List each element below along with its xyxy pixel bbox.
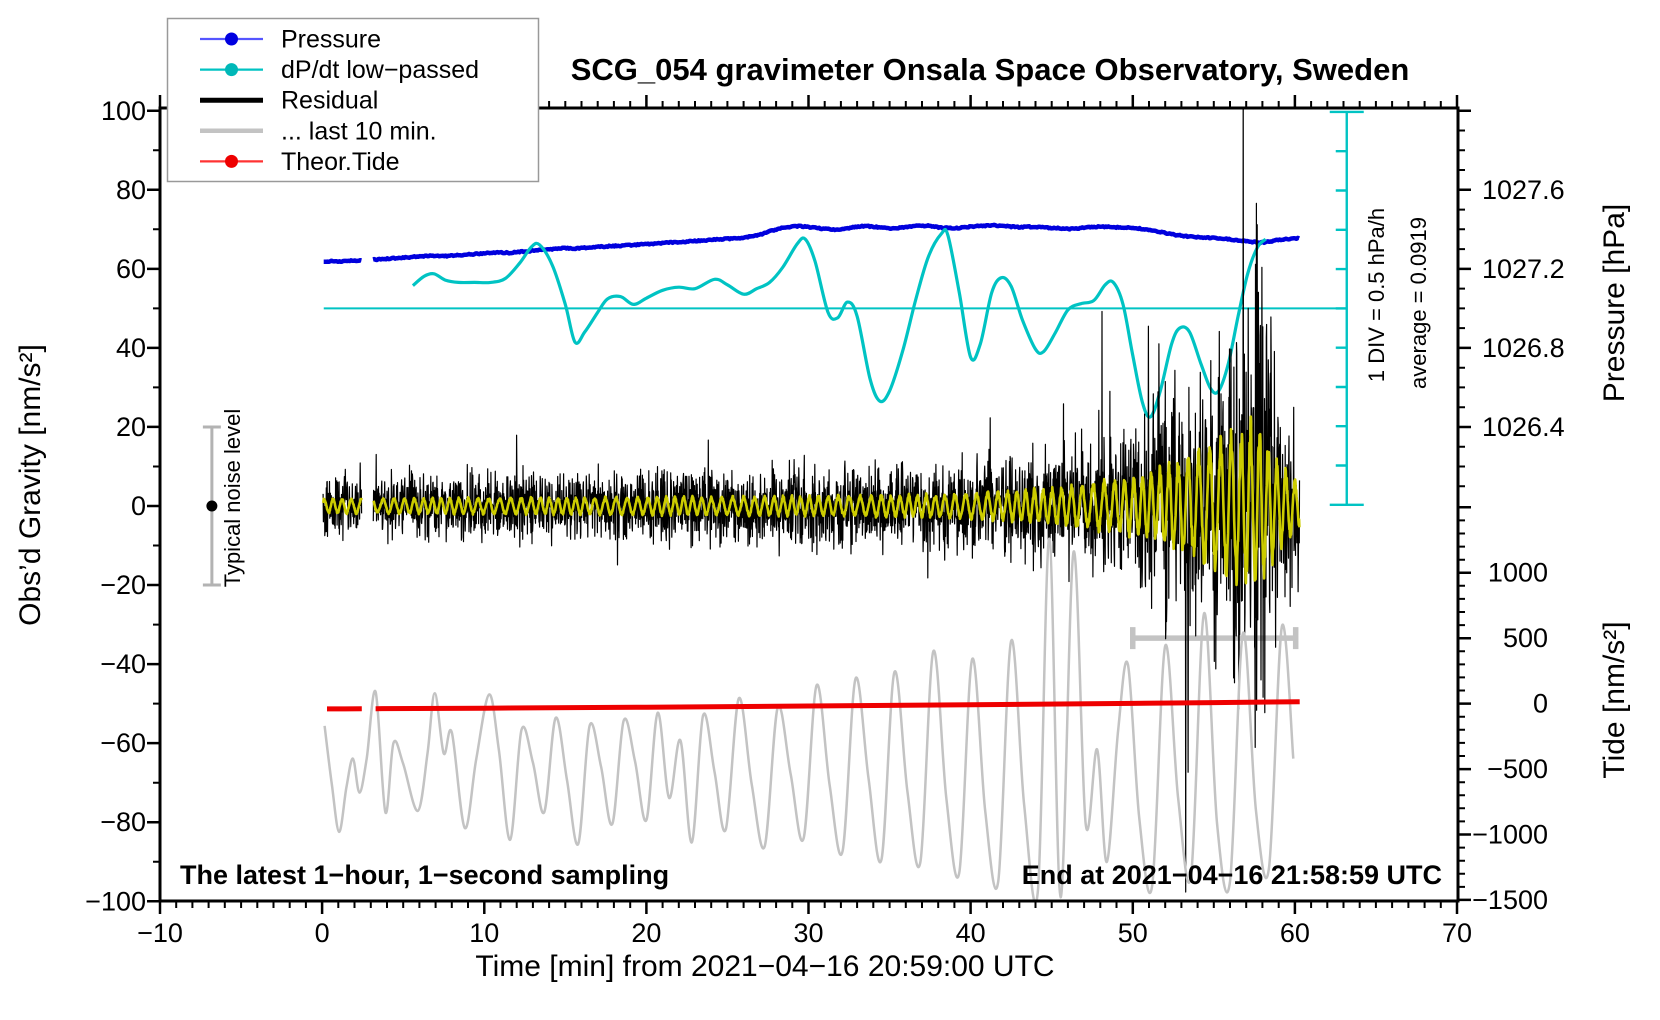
legend-item-pressure: Pressure (200, 26, 381, 54)
legend-item-dpdt: dP/dt low−passed (200, 56, 479, 84)
pressure-tick-label: 1027.6 (1482, 175, 1565, 205)
major-ticks (147, 95, 1471, 914)
dpdt-div-ruler (1329, 110, 1364, 507)
legend-label-last10: ... last 10 min. (281, 117, 437, 145)
tide-tick-label: −500 (1487, 754, 1548, 784)
pressure-tick-label: 1026.8 (1482, 333, 1565, 363)
tide-axis-title: Tide [nm/s²] (1598, 621, 1631, 778)
series-residual_smooth (321, 415, 1301, 587)
gravity-tick-label: 0 (131, 491, 146, 521)
gravity-tick-label: 100 (101, 96, 146, 126)
x-tick-label: 60 (1280, 918, 1310, 948)
legend-dot-tide (225, 154, 238, 168)
legend-item-residual: Residual (200, 87, 378, 115)
tide-tick-label: 500 (1503, 623, 1548, 653)
series-dpdt (411, 227, 1267, 419)
gravity-tick-label: −40 (100, 649, 146, 679)
pressure-tick-label: 1027.2 (1482, 254, 1565, 284)
series-pressure (322, 222, 1301, 265)
legend-label-tide: Theor.Tide (281, 148, 400, 176)
plot-overlays (202, 110, 1364, 650)
gravity-tick-label: −60 (100, 728, 146, 758)
sampling-note: The latest 1−hour, 1−second sampling (180, 860, 669, 890)
legend-item-tide: Theor.Tide (200, 148, 400, 176)
gravity-tick-label: 60 (116, 254, 146, 284)
legend-label-dpdt: dP/dt low−passed (281, 56, 479, 84)
data-series (321, 109, 1301, 900)
gravity-tick-label: −20 (100, 570, 146, 600)
x-axis-title: Time [min] from 2021−04−16 20:59:00 UTC (475, 950, 1054, 983)
gravity-tick-label: −100 (85, 886, 146, 916)
noise-level-label: Typical noise level (220, 409, 245, 588)
x-tick-label: 30 (793, 918, 823, 948)
x-tick-label: 40 (956, 918, 986, 948)
tide-tick-label: −1000 (1472, 820, 1548, 850)
gravity-tick-label: 40 (116, 333, 146, 363)
legend-label-pressure: Pressure (281, 26, 381, 54)
x-tick-label: 0 (315, 918, 330, 948)
chart-title: SCG_054 gravimeter Onsala Space Observat… (571, 52, 1410, 87)
pressure-tick-label: 1026.4 (1482, 412, 1565, 442)
series-theor_tide (327, 699, 1300, 712)
gravity-axis-title: Obs’d Gravity [nm/s²] (14, 344, 47, 626)
gravity-tick-label: 80 (116, 175, 146, 205)
gravity-tick-label: −80 (100, 807, 146, 837)
tide-tick-label: 1000 (1488, 558, 1548, 588)
x-tick-label: 20 (631, 918, 661, 948)
legend-item-last10: ... last 10 min. (200, 117, 437, 145)
x-tick-label: 10 (469, 918, 499, 948)
tide-tick-label: −1500 (1472, 885, 1548, 915)
x-tick-label: −10 (137, 918, 183, 948)
tick-labels: −10 0 10 20 30 40 50 60 70−100−80−60−40−20020406… (85, 96, 1564, 948)
noise-level-dot (206, 500, 218, 512)
pressure-axis-title: Pressure [hPa] (1598, 204, 1631, 402)
series-residual (322, 109, 1301, 893)
x-tick-label: 50 (1118, 918, 1148, 948)
plot-frame (158, 106, 1460, 903)
legend-dot-pressure (225, 32, 238, 46)
tide-tick-label: 0 (1533, 689, 1548, 719)
series-last10 (323, 537, 1295, 900)
average-label: average = 0.0919 (1406, 217, 1431, 389)
end-time-note: End at 2021−04−16 21:58:59 UTC (1022, 860, 1442, 890)
gravity-tick-label: 20 (116, 412, 146, 442)
x-tick-label: 70 (1442, 918, 1472, 948)
legend-dot-dpdt (225, 63, 238, 77)
axis-ticks (147, 95, 1471, 914)
legend-label-residual: Residual (281, 87, 378, 115)
div-scale-label: 1 DIV = 0.5 hPa/h (1364, 208, 1389, 382)
